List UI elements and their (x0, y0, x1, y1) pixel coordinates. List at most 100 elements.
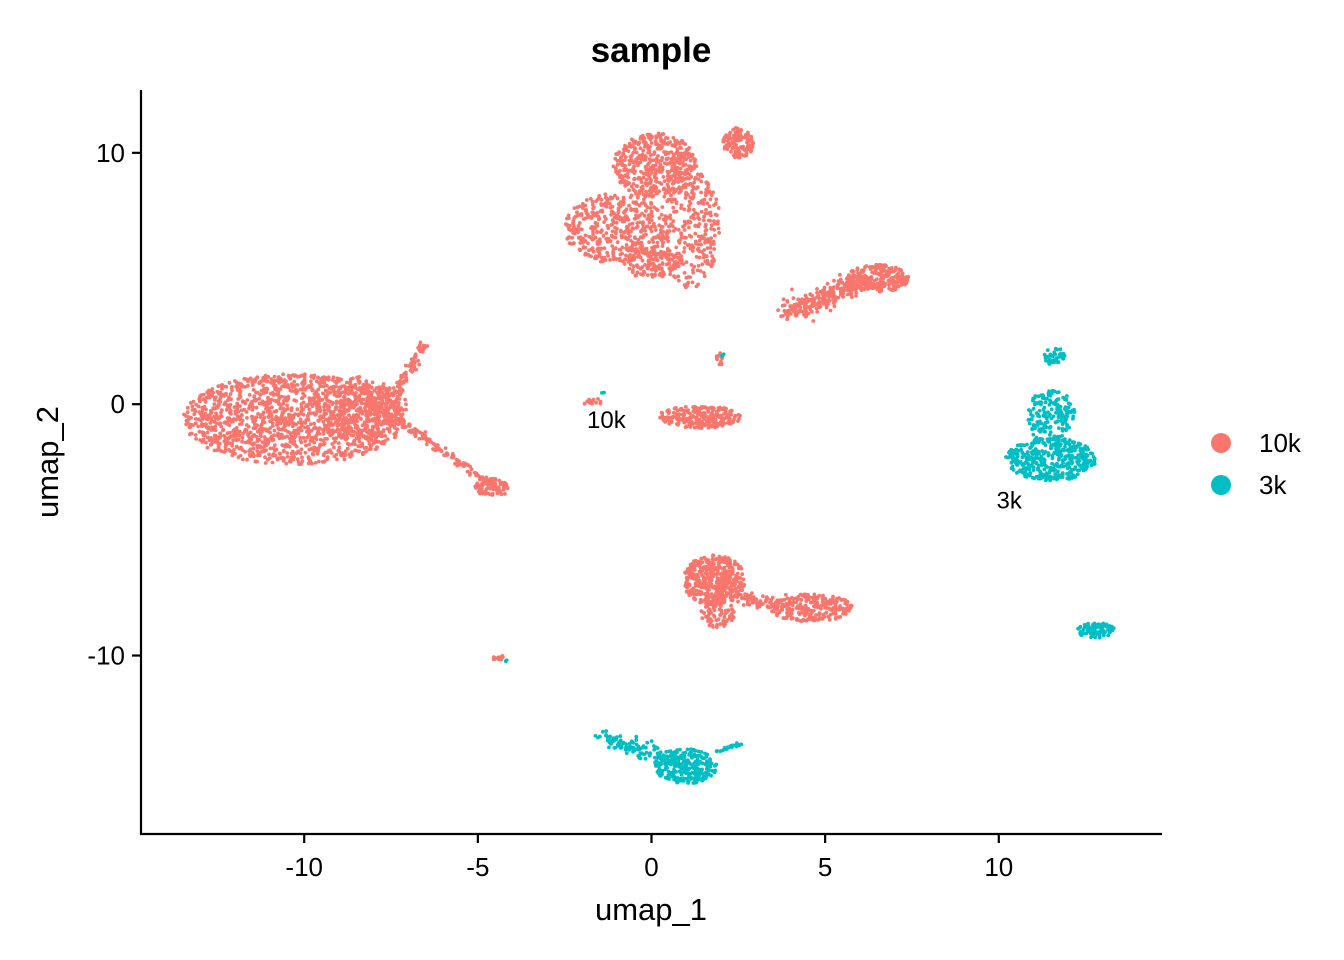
point-10k (323, 388, 328, 393)
point-10k (697, 255, 702, 260)
point-10k (681, 141, 686, 146)
point-10k (649, 202, 653, 206)
point-10k (622, 168, 627, 173)
point-10k (292, 455, 296, 459)
point-10k (613, 226, 617, 230)
point-10k (418, 430, 422, 435)
point-10k (730, 146, 735, 151)
point-10k (845, 285, 850, 289)
point-10k (285, 398, 289, 403)
point-10k (363, 389, 368, 394)
point-10k (568, 227, 573, 232)
point-10k (691, 213, 696, 217)
point-10k (295, 457, 300, 462)
point-10k (244, 428, 249, 432)
point-10k (619, 155, 623, 160)
point-10k (659, 228, 663, 232)
point-10k (280, 427, 284, 432)
point-10k (835, 286, 840, 291)
point-10k (726, 556, 731, 560)
point-10k (403, 363, 408, 368)
point-10k (583, 252, 588, 257)
point-10k (292, 383, 297, 388)
point-10k (274, 408, 279, 413)
point-10k (645, 143, 650, 148)
point-10k (318, 437, 323, 442)
point-10k (240, 399, 245, 404)
point-10k (682, 228, 687, 232)
point-10k (786, 312, 791, 316)
point-10k (631, 200, 636, 205)
point-10k (301, 385, 306, 390)
point-10k (353, 403, 358, 407)
point-10k (346, 441, 350, 446)
point-10k (203, 399, 208, 404)
point-10k (869, 266, 873, 271)
point-10k (610, 204, 615, 209)
point-10k (734, 586, 738, 591)
point-10k (231, 438, 236, 442)
point-10k (376, 429, 381, 434)
point-10k (190, 404, 195, 409)
point-10k (307, 459, 312, 463)
point-10k (615, 240, 620, 245)
point-10k (316, 446, 321, 451)
point-10k (270, 380, 275, 385)
point-10k (687, 233, 692, 238)
point-10k (576, 235, 581, 240)
point-10k (727, 616, 732, 620)
point-10k (841, 295, 845, 299)
point-10k (619, 161, 623, 166)
point-10k (225, 431, 230, 436)
point-10k (361, 383, 366, 387)
point-10k (377, 385, 382, 390)
point-10k (282, 419, 286, 424)
point-10k (687, 225, 691, 230)
point-10k (843, 607, 847, 611)
point-10k (299, 440, 304, 445)
point-10k (594, 256, 599, 261)
point-10k (662, 179, 667, 184)
point-10k (673, 189, 678, 194)
point-10k (189, 416, 193, 420)
point-10k (263, 461, 268, 465)
point-10k (272, 398, 277, 403)
point-10k (793, 306, 798, 311)
point-10k (713, 413, 718, 417)
point-10k (632, 140, 636, 145)
point-10k (689, 175, 694, 179)
point-10k (356, 398, 361, 403)
point-10k (639, 180, 644, 185)
point-10k (292, 379, 297, 384)
point-10k (786, 308, 790, 313)
point-10k (504, 482, 509, 487)
point-10k (688, 158, 693, 163)
point-10k (818, 304, 823, 309)
point-10k (692, 160, 697, 165)
point-10k (291, 373, 295, 377)
point-10k (596, 196, 601, 201)
point-10k (711, 553, 716, 558)
point-10k (708, 414, 713, 418)
point-10k (869, 281, 873, 285)
point-10k (688, 425, 693, 429)
point-10k (838, 277, 843, 282)
point-10k (328, 416, 333, 421)
point-10k (684, 570, 688, 574)
point-10k (658, 255, 663, 259)
point-10k (394, 430, 398, 435)
point-10k (231, 434, 236, 439)
point-10k (266, 414, 271, 419)
point-10k (682, 246, 687, 250)
point-10k (825, 303, 830, 307)
point-10k (263, 440, 268, 445)
point-10k (675, 417, 680, 422)
point-10k (623, 163, 627, 168)
point-10k (725, 414, 729, 419)
point-10k (828, 308, 833, 313)
point-10k (250, 450, 255, 455)
point-10k (629, 208, 633, 213)
point-10k (317, 459, 321, 464)
point-10k (618, 180, 623, 185)
point-10k (712, 203, 716, 208)
